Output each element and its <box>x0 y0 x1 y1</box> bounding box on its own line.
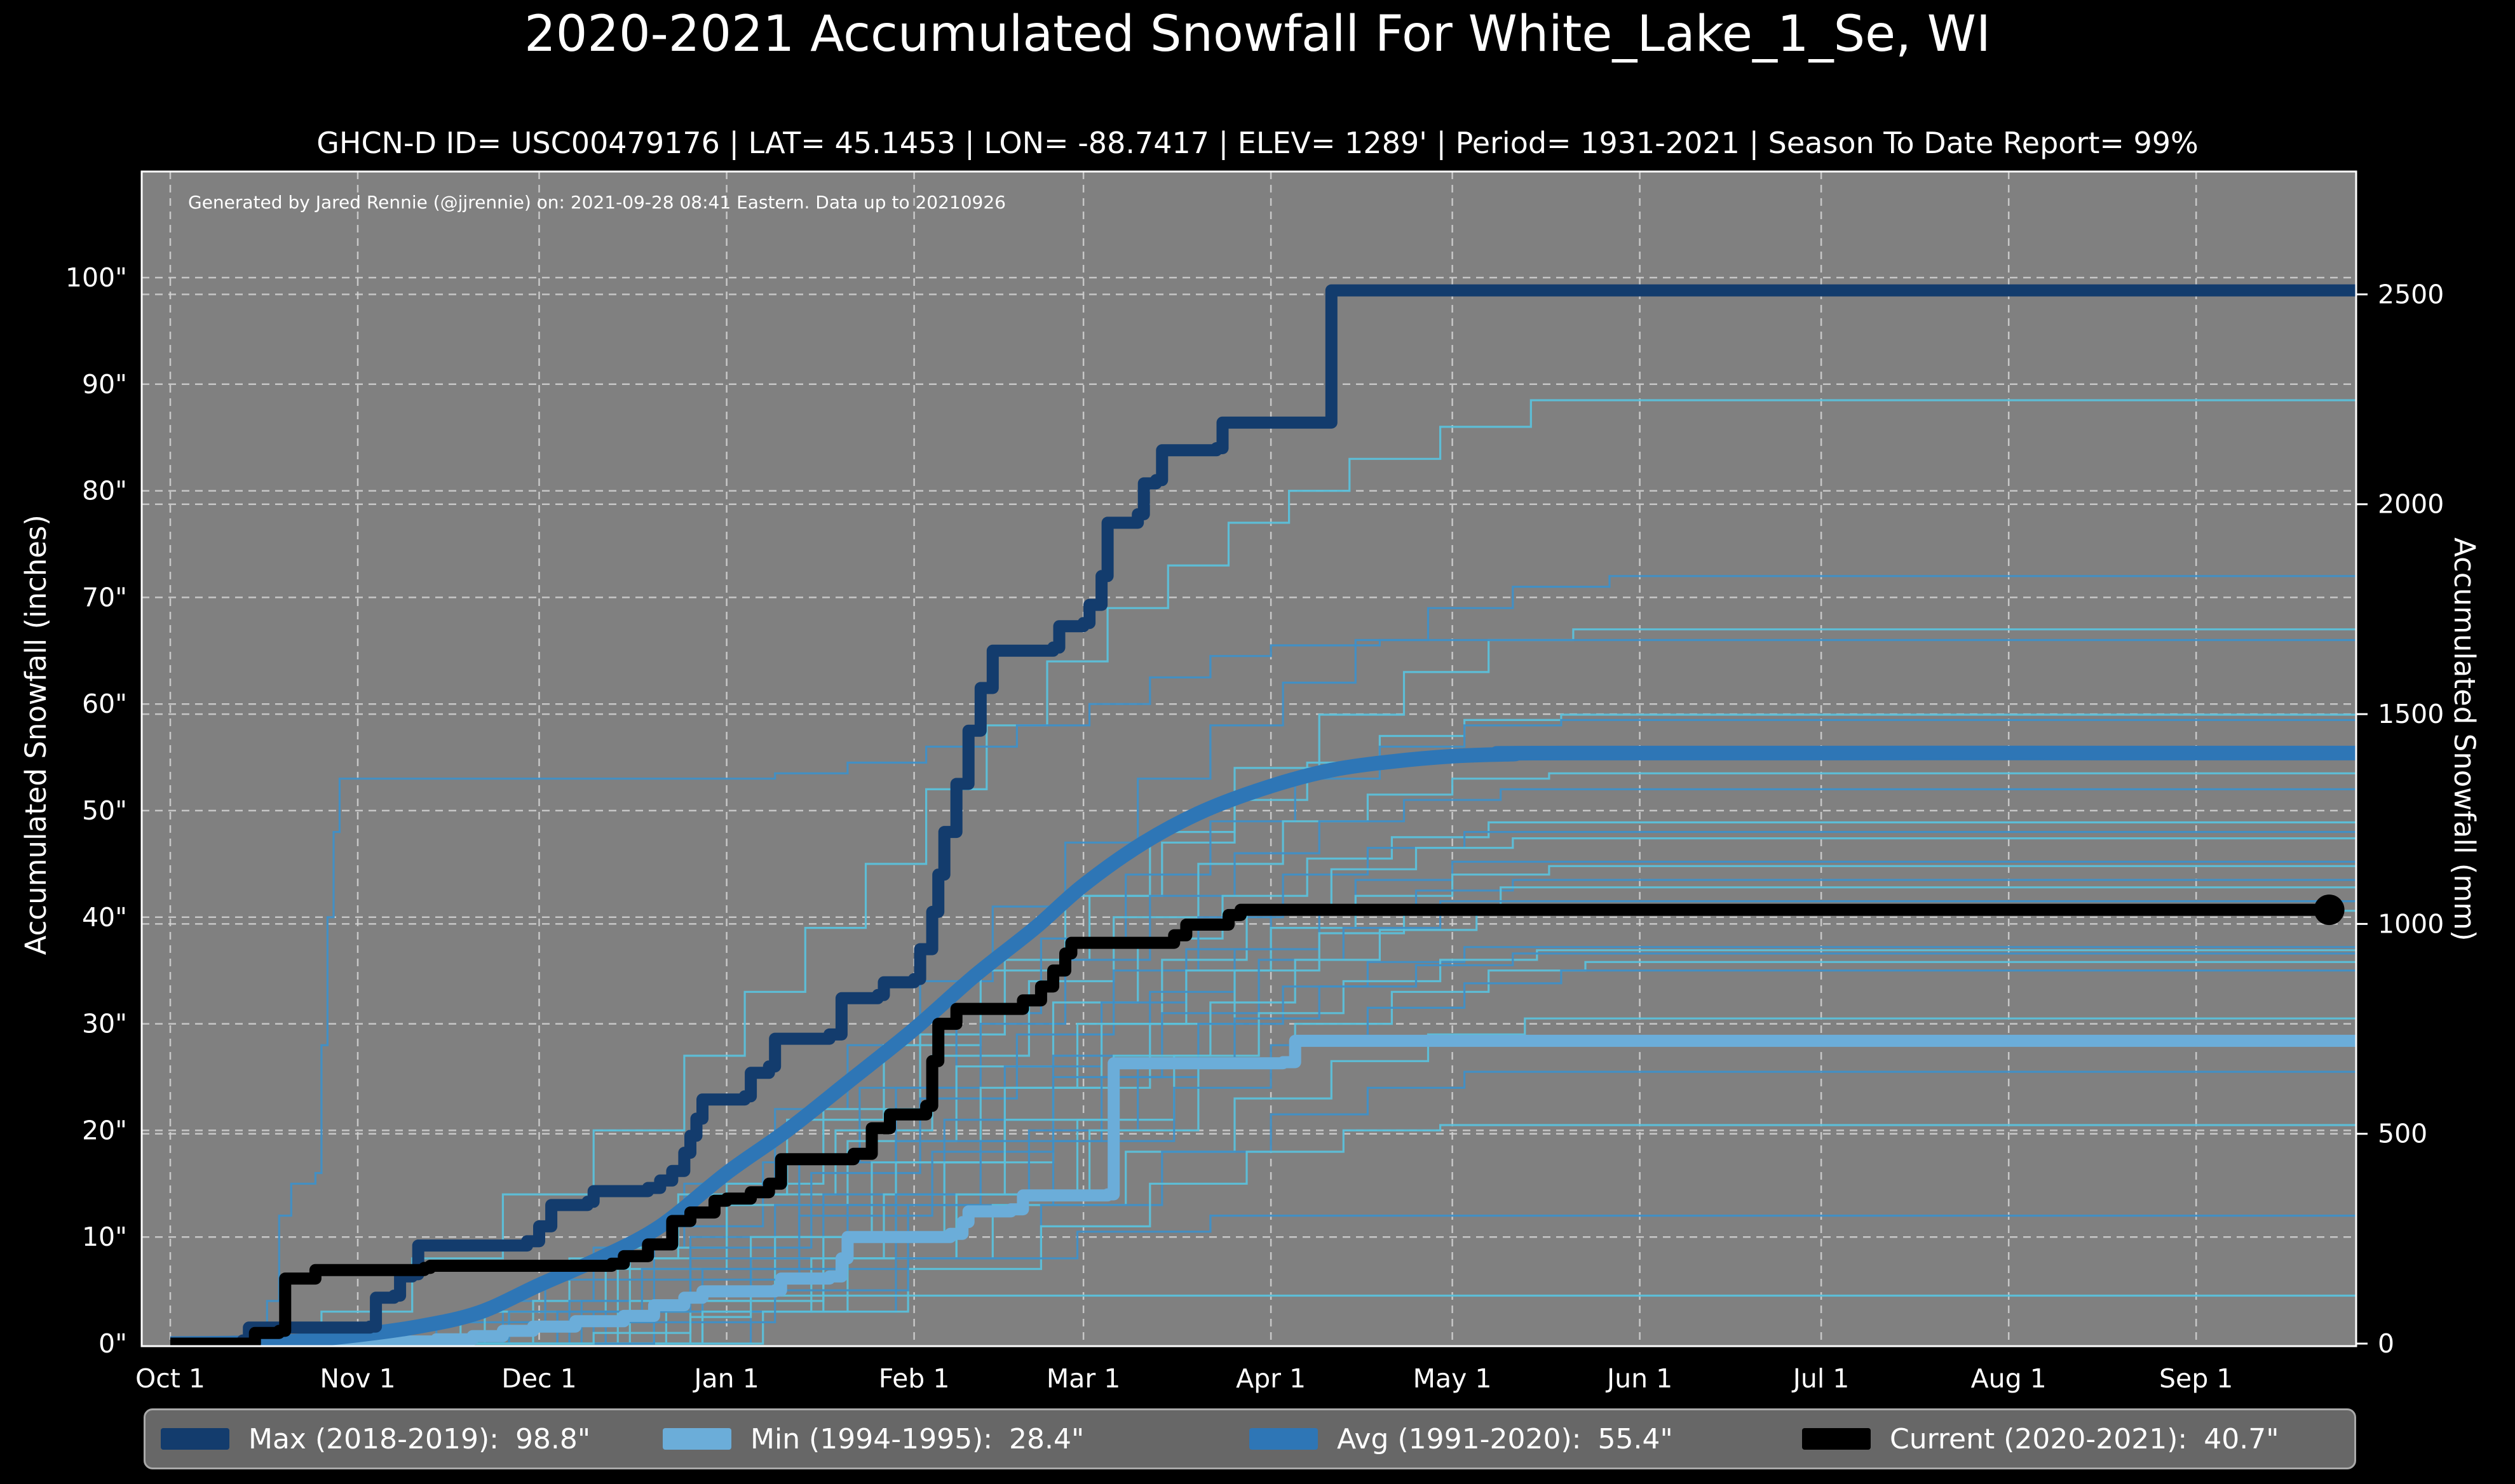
avg-1991-2020--line <box>170 745 2356 1346</box>
max-line-swatch <box>161 1428 229 1450</box>
x-tick-label: Feb 1 <box>879 1363 950 1394</box>
legend-item-min: Min (1994-1995): 28.4" <box>663 1410 1084 1467</box>
y-tick-label-inches: 80" <box>82 476 127 506</box>
y-tick-label-inches: 20" <box>82 1115 127 1145</box>
station-metadata-subtitle: GHCN-D ID= USC00479176 | LAT= 45.1453 | … <box>316 126 2199 160</box>
current-2020-2021--line <box>170 903 2329 1346</box>
y-tick-label-inches: 40" <box>82 902 127 933</box>
max-2018-2019--line <box>170 284 2356 1346</box>
legend: Max (2018-2019): 98.8" Min (1994-1995): … <box>144 1408 2356 1469</box>
x-tick-label: Jun 1 <box>1605 1363 1672 1394</box>
y-tick-label-inches: 100" <box>65 262 127 293</box>
background-year-line <box>170 1294 2356 1345</box>
y-tick-label-mm: 2000 <box>2378 489 2444 520</box>
y-tick-label-inches: 60" <box>82 689 127 719</box>
x-tick-label: Nov 1 <box>320 1363 395 1394</box>
background-year-line <box>170 638 2356 1345</box>
legend-label: Avg (1991-2020): <box>1337 1422 1582 1455</box>
current-end-marker <box>2314 894 2345 926</box>
min-1994-1995--line <box>170 1034 2356 1346</box>
x-tick-label: Sep 1 <box>2159 1363 2233 1394</box>
x-tick-label: Apr 1 <box>1236 1363 1306 1394</box>
y-tick-label-inches: 10" <box>82 1222 127 1252</box>
legend-value: 98.8" <box>515 1422 591 1455</box>
current-line-swatch <box>1802 1428 1871 1450</box>
attribution-text: Generated by Jared Rennie (@jjrennie) on… <box>188 192 1006 213</box>
x-tick-label: Aug 1 <box>1971 1363 2047 1394</box>
legend-value: 40.7" <box>2204 1422 2279 1455</box>
x-tick-label: Oct 1 <box>135 1363 205 1394</box>
x-tick-label: Mar 1 <box>1047 1363 1120 1394</box>
background-year-line <box>170 399 2356 1345</box>
y-tick-label-mm: 2500 <box>2378 279 2444 309</box>
y-tick-label-mm: 500 <box>2378 1119 2427 1149</box>
background-year-line <box>170 718 2356 1345</box>
page-title: 2020-2021 Accumulated Snowfall For White… <box>524 6 1991 63</box>
x-tick-label: Jul 1 <box>1791 1363 1850 1394</box>
avg-line-swatch <box>1249 1428 1318 1450</box>
legend-item-current: Current (2020-2021): 40.7" <box>1802 1410 2279 1467</box>
background-year-line <box>170 1017 2356 1345</box>
y-tick-label-mm: 1500 <box>2378 699 2444 729</box>
legend-item-avg: Avg (1991-2020): 55.4" <box>1249 1410 1673 1467</box>
legend-value: 55.4" <box>1597 1422 1673 1455</box>
legend-label: Min (1994-1995): <box>750 1422 993 1455</box>
x-tick-label: Jan 1 <box>692 1363 759 1394</box>
y-tick-label-mm: 0 <box>2378 1328 2394 1359</box>
legend-item-max: Max (2018-2019): 98.8" <box>161 1410 590 1467</box>
legend-label: Max (2018-2019): <box>248 1422 499 1455</box>
y-tick-label-inches: 90" <box>82 369 127 400</box>
y-tick-label-mm: 1000 <box>2378 908 2444 939</box>
legend-value: 28.4" <box>1009 1422 1085 1455</box>
y-tick-label-inches: 70" <box>82 582 127 612</box>
min-line-swatch <box>663 1428 731 1450</box>
y-tick-label-inches: 30" <box>82 1009 127 1039</box>
background-year-line <box>170 1215 2356 1345</box>
background-year-line <box>170 772 2356 1345</box>
x-tick-label: Dec 1 <box>501 1363 576 1394</box>
legend-label: Current (2020-2021): <box>1890 1422 2188 1455</box>
y-axis-label-mm: Accumulated Snowfall (mm) <box>2448 537 2481 941</box>
x-tick-label: May 1 <box>1413 1363 1492 1394</box>
y-tick-label-inches: 50" <box>82 795 127 826</box>
y-tick-label-inches: 0" <box>98 1328 127 1359</box>
plot-border <box>140 170 2357 1347</box>
